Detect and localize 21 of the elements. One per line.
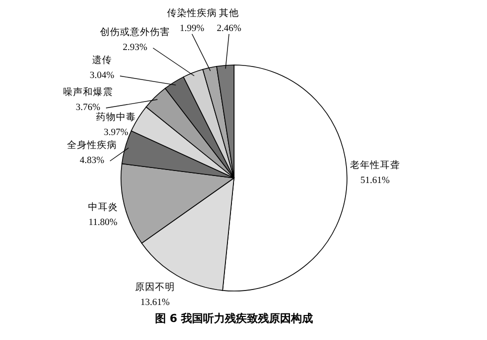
data-label: 2.93%: [122, 43, 148, 53]
data-label: 1.99%: [180, 24, 204, 34]
slice-label: 噪声和爆震: [63, 86, 113, 98]
data-label: 51.61%: [360, 176, 390, 186]
slice-label: 原因不明: [135, 282, 175, 293]
slice-label: 传染性疾病: [167, 7, 217, 19]
data-label: 4.83%: [80, 156, 104, 166]
slice-label: 全身性疾病: [67, 139, 117, 151]
data-label: 3.04%: [90, 71, 114, 81]
data-label: 13.61%: [140, 298, 170, 308]
data-label: 2.46%: [216, 24, 242, 34]
slice-label: 药物中毒: [96, 111, 136, 123]
slice-label: 中耳炎: [88, 201, 118, 213]
data-label: 11.80%: [88, 218, 118, 228]
data-label: 3.76%: [76, 103, 100, 113]
slice-label: 创伤或意外伤害: [100, 26, 170, 38]
slice-label: 老年性耳聋: [350, 159, 400, 171]
text: 图 6 我国听力残疾致残原因构成: [154, 312, 314, 325]
data-label: 3.97%: [104, 128, 128, 138]
slice-label: 其他: [219, 7, 239, 19]
slice-label: 遗传: [92, 54, 112, 66]
